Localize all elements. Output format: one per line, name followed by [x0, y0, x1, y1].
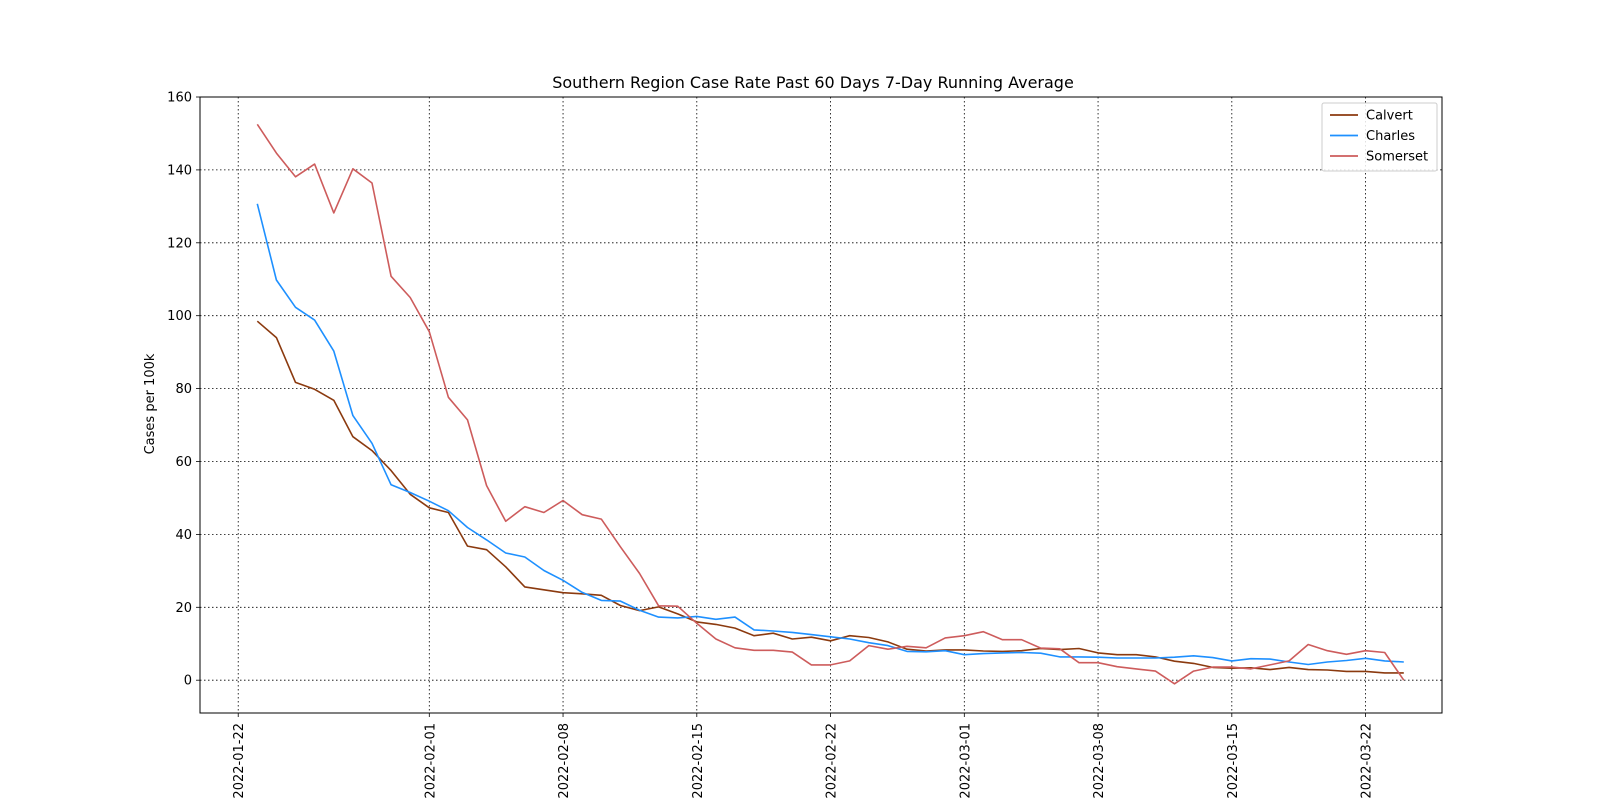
y-tick-label: 120 [167, 236, 192, 251]
chart-title: Southern Region Case Rate Past 60 Days 7… [552, 73, 1074, 92]
series-line-charles [256, 203, 1404, 666]
legend-label-charles: Charles [1366, 129, 1415, 144]
y-tick-label: 20 [175, 601, 192, 616]
y-tick-label: 160 [167, 91, 192, 106]
legend-label-somerset: Somerset [1366, 150, 1428, 165]
x-tick-label: 2022-02-08 [557, 723, 572, 799]
grid [200, 96, 1442, 713]
legend-label-calvert: Calvert [1366, 109, 1413, 124]
y-axis-label: Cases per 100k [143, 353, 158, 454]
y-tick-label: 40 [175, 528, 192, 543]
x-tick-label: 2022-03-01 [958, 723, 973, 799]
x-tick-label: 2022-02-01 [423, 723, 438, 799]
x-tick-label: 2022-01-22 [232, 723, 247, 799]
x-tick-label: 2022-02-22 [825, 723, 840, 799]
y-tick-label: 60 [175, 455, 192, 470]
y-tick-label: 80 [175, 382, 192, 397]
legend-box [1321, 102, 1438, 172]
x-axis-ticks: 2022-01-22 2022-02-01 2022-02-08 2022-02-15… [232, 713, 1375, 799]
x-tick-label: 2022-03-22 [1360, 723, 1375, 799]
series-lines [256, 123, 1405, 685]
y-tick-label: 0 [184, 674, 192, 689]
plot-frame [199, 96, 1443, 714]
y-tick-label: 100 [167, 309, 192, 324]
series-line-somerset [256, 123, 1405, 685]
y-tick-label: 140 [167, 163, 192, 178]
x-tick-label: 2022-03-15 [1226, 723, 1241, 799]
x-tick-label: 2022-03-08 [1092, 723, 1107, 799]
y-axis-ticks: 0 20 40 60 80 100 120 140 160 [167, 91, 200, 689]
x-tick-label: 2022-02-15 [691, 723, 706, 799]
legend: Calvert Charles Somerset [1321, 102, 1438, 172]
